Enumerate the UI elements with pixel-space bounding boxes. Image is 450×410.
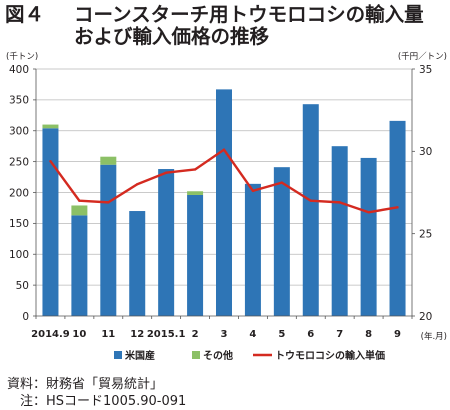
y-axis-right-unit: (千円／トン)	[398, 51, 447, 62]
unit-price-point-0	[49, 160, 52, 163]
legend-item-other-import: その他	[192, 349, 233, 362]
x-tick-label: 8	[365, 329, 372, 340]
us-import-bar-4	[158, 169, 175, 316]
source-note: 資料：財務省「貿易統計」	[7, 376, 163, 392]
y-axis-left-labels: 0 50 100 150 200 250 300 350 400	[9, 64, 29, 323]
us-import-bar-10	[331, 146, 348, 316]
chart-title-line-1: コーンスターチ用トウモロコシの輸入量	[74, 3, 424, 26]
y-left-tick-label: 100	[9, 249, 29, 261]
us-import-bar-8	[273, 167, 290, 316]
unit-price-point-2	[107, 201, 110, 204]
unit-price-point-5	[193, 168, 197, 171]
line-series-group	[49, 148, 399, 214]
unit-price-point-3	[136, 183, 139, 186]
us-import-bar-3	[129, 211, 146, 316]
unit-price-point-9	[309, 199, 312, 202]
us-import-bar-5	[187, 194, 204, 316]
y-left-tick-label: 50	[16, 280, 29, 292]
y-axis-right-labels: 20 25 30 35	[419, 64, 432, 323]
x-tick-label: 5	[278, 329, 285, 340]
legend-label-unit-price: トウモロコシの輸入単価	[275, 349, 385, 362]
y-right-tick-label: 35	[419, 64, 432, 76]
other-import-bar-1	[71, 205, 88, 216]
y-left-tick-label: 0	[22, 311, 29, 323]
y-axis-left-unit: (千トン)	[6, 51, 38, 62]
legend-label-other-import: その他	[203, 349, 233, 362]
legend-item-us-import: 米国産	[114, 349, 155, 362]
x-tick-label: 3	[221, 329, 228, 340]
x-tick-label: 7	[336, 329, 343, 340]
y-left-tick-label: 300	[9, 126, 29, 138]
unit-price-point-7	[251, 189, 255, 193]
us-import-bar-2	[100, 164, 117, 316]
unit-price-point-12	[396, 206, 399, 209]
y-left-tick-label: 250	[9, 156, 29, 168]
y-right-tick-label: 30	[419, 146, 432, 158]
us-import-bar-6	[216, 89, 232, 316]
x-tick-label: 2	[192, 329, 199, 340]
y-left-tick-label: 200	[9, 187, 29, 199]
other-import-bar-5	[187, 191, 204, 195]
y-left-tick-label: 400	[9, 64, 29, 76]
other-import-bar-2	[100, 156, 117, 165]
y-left-tick-label: 150	[9, 218, 29, 230]
legend-label-us-import: 米国産	[125, 349, 155, 362]
x-tick-label: 9	[394, 329, 401, 340]
unit-price-point-1	[78, 199, 81, 202]
us-import-bar-12	[389, 120, 406, 317]
legend-item-unit-price: トウモロコシの輸入単価	[253, 349, 385, 362]
x-axis-labels: 2014.9 10 11 12 2015.1 2 3 4 5 6 7 8 9	[31, 329, 401, 340]
other-import-bar-0	[42, 124, 59, 129]
legend: 米国産 その他 トウモロコシの輸入単価	[114, 349, 385, 362]
x-tick-label: 11	[101, 329, 115, 340]
axes	[33, 68, 415, 319]
us-import-bar-11	[360, 157, 377, 316]
unit-price-point-4	[164, 171, 168, 174]
legend-swatch-us-import	[114, 351, 122, 359]
us-import-bar-7	[244, 183, 261, 316]
legend-swatch-other-import	[192, 351, 200, 359]
unit-price-point-11	[367, 211, 370, 214]
chart-title-line-2: および輸入価格の推移	[74, 25, 270, 48]
unit-price-point-8	[280, 181, 284, 184]
hs-code-note: 注：HSコード1005.90-091	[20, 394, 186, 409]
x-tick-label: 6	[307, 329, 314, 340]
x-axis-unit: (年.月)	[421, 331, 447, 342]
us-import-bar-1	[71, 215, 88, 316]
x-tick-label: 12	[130, 329, 144, 340]
unit-price-point-10	[338, 201, 341, 204]
x-tick-label: 2014.9	[31, 329, 70, 340]
x-tick-label: 4	[249, 329, 256, 340]
y-right-tick-label: 20	[419, 311, 432, 323]
figure-label: 図４	[5, 3, 44, 26]
x-tick-label: 2015.1	[147, 329, 186, 340]
x-tick-label: 10	[72, 329, 86, 340]
unit-price-point-6	[222, 148, 226, 151]
y-right-tick-label: 25	[419, 228, 432, 240]
us-import-bar-9	[302, 104, 319, 316]
y-left-tick-label: 350	[9, 95, 29, 107]
us-import-bar-0	[42, 128, 59, 316]
